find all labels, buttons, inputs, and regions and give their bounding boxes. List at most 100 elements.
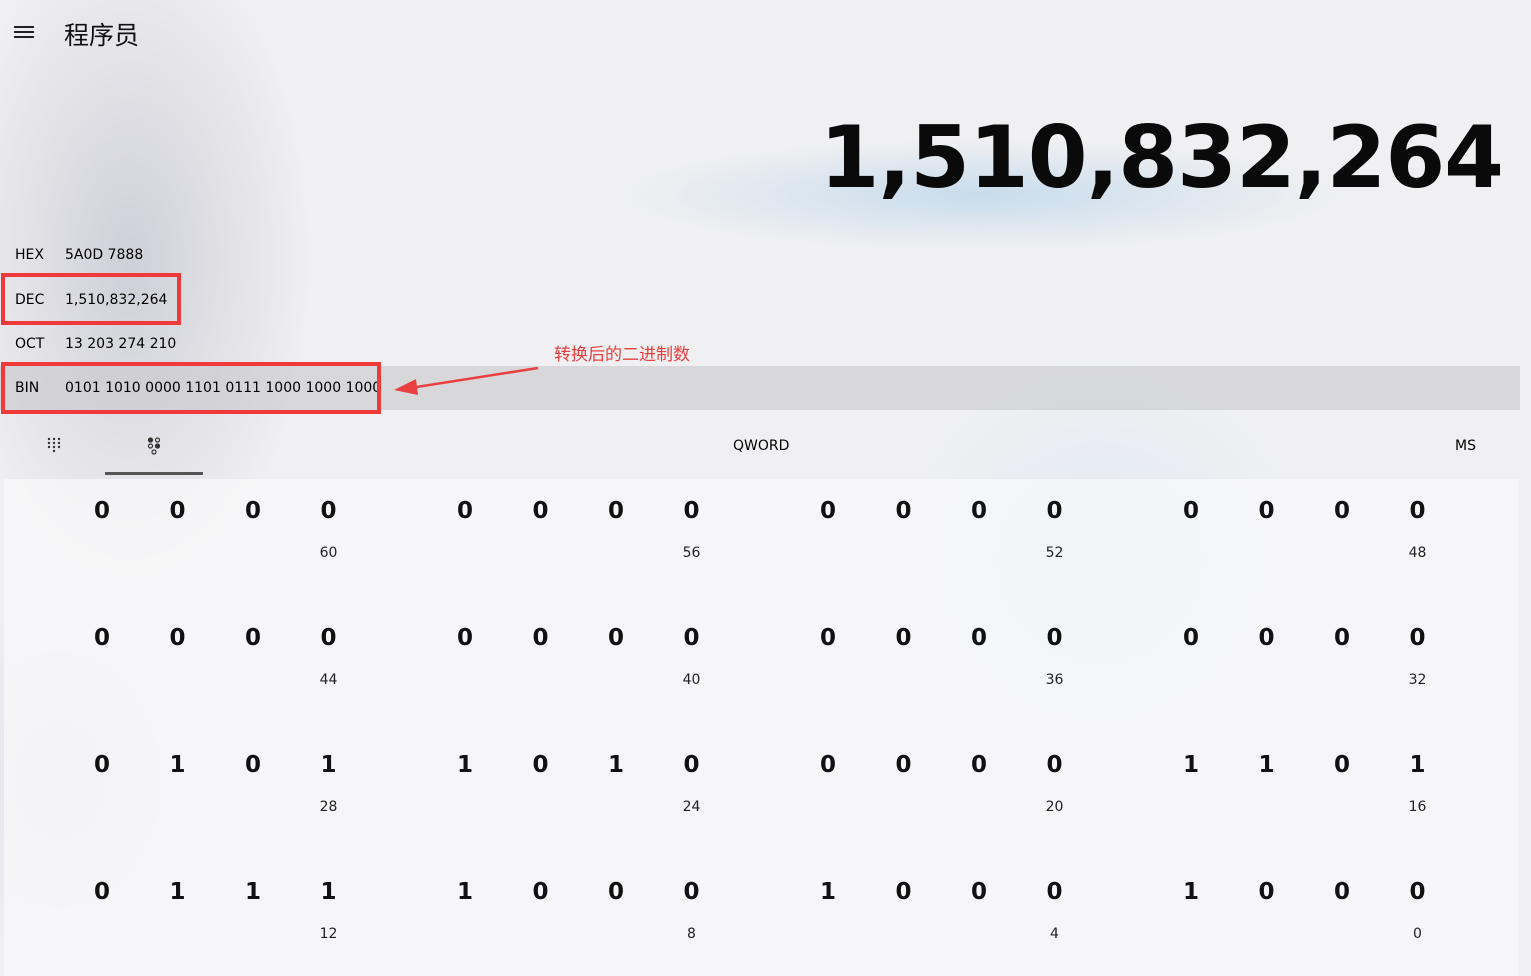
bit-keypad [4, 479, 1518, 976]
bit-toggle-button[interactable]: 1 [169, 752, 186, 778]
bit-position-label: 16 [1408, 799, 1427, 815]
bit-position-label: 32 [1408, 672, 1427, 688]
bit-toggle-button[interactable]: 0 [607, 498, 624, 524]
annotation-arrow [394, 366, 539, 395]
bit-toggle-button[interactable]: 0 [895, 752, 912, 778]
bit-toggle-button[interactable]: 0 [970, 498, 987, 524]
bit-toggle-button[interactable]: 0 [1333, 498, 1350, 524]
bit-toggle-button[interactable]: 0 [1046, 879, 1063, 905]
bit-toggle-button[interactable]: 0 [683, 498, 700, 524]
bit-toggle-button[interactable]: 1 [1409, 752, 1426, 778]
bit-toggle-button[interactable]: 0 [819, 498, 836, 524]
bit-toggle-button[interactable]: 0 [93, 625, 110, 651]
bit-toggle-button[interactable]: 0 [93, 498, 110, 524]
radix-value: 13 203 274 210 [65, 336, 177, 352]
annotation-text: 转换后的二进制数 [554, 345, 690, 365]
bit-toggle-button[interactable]: 0 [683, 752, 700, 778]
bit-toggle-button[interactable]: 0 [970, 879, 987, 905]
bit-toggle-button[interactable]: 0 [1046, 752, 1063, 778]
bit-toggle-button[interactable]: 0 [532, 879, 549, 905]
bit-toggle-button[interactable]: 0 [532, 752, 549, 778]
bit-toggle-button[interactable]: 0 [819, 625, 836, 651]
bit-toggle-button[interactable]: 0 [607, 879, 624, 905]
full-keypad-icon[interactable] [40, 432, 68, 460]
bit-toggle-button[interactable]: 0 [1409, 498, 1426, 524]
bit-toggle-button[interactable]: 0 [607, 625, 624, 651]
hamburger-icon[interactable] [14, 24, 38, 40]
bit-toggle-button[interactable]: 0 [532, 498, 549, 524]
bit-toggle-button[interactable]: 1 [1182, 879, 1199, 905]
bit-toggle-button[interactable]: 0 [320, 625, 337, 651]
bit-toggle-button[interactable]: 0 [1333, 625, 1350, 651]
bit-toggle-button[interactable]: 0 [683, 879, 700, 905]
bit-position-label: 60 [319, 545, 338, 561]
radix-row-oct[interactable]: OCT 13 203 274 210 [0, 322, 1520, 366]
radix-name: DEC [15, 292, 45, 308]
bit-toggle-button[interactable]: 1 [244, 879, 261, 905]
bit-position-label: 8 [687, 926, 696, 942]
page-title: 程序员 [64, 21, 140, 50]
bit-toggle-button[interactable]: 0 [1182, 498, 1199, 524]
bit-toggle-button[interactable]: 0 [895, 625, 912, 651]
bit-toggling-keypad-icon[interactable] [140, 432, 168, 460]
bit-position-label: 24 [682, 799, 701, 815]
memory-store-button[interactable]: MS [1455, 438, 1476, 454]
bit-position-label: 12 [319, 926, 338, 942]
radix-value: 5A0D 7888 [65, 247, 144, 263]
bit-toggle-button[interactable]: 1 [1182, 752, 1199, 778]
bit-toggle-button[interactable]: 1 [320, 752, 337, 778]
bit-toggle-button[interactable]: 0 [895, 498, 912, 524]
radix-name: HEX [15, 247, 44, 263]
bit-toggle-button[interactable]: 0 [456, 625, 473, 651]
bit-toggle-button[interactable]: 0 [1409, 625, 1426, 651]
bit-toggle-button[interactable]: 0 [1258, 625, 1275, 651]
radix-name: BIN [15, 380, 40, 396]
bit-toggle-button[interactable]: 1 [320, 879, 337, 905]
bit-toggle-button[interactable]: 0 [1333, 879, 1350, 905]
bit-toggle-button[interactable]: 0 [1258, 879, 1275, 905]
bit-toggle-button[interactable]: 0 [970, 752, 987, 778]
bit-toggle-button[interactable]: 1 [1258, 752, 1275, 778]
result-display: 1,510,832,264 [819, 108, 1504, 208]
bit-toggle-button[interactable]: 0 [93, 879, 110, 905]
active-tab-indicator [105, 472, 203, 475]
bit-toggle-button[interactable]: 0 [1046, 498, 1063, 524]
bit-toggle-button[interactable]: 1 [169, 879, 186, 905]
bit-toggle-button[interactable]: 0 [244, 752, 261, 778]
bit-position-label: 48 [1408, 545, 1427, 561]
bit-toggle-button[interactable]: 0 [169, 625, 186, 651]
radix-row-dec[interactable]: DEC 1,510,832,264 [0, 278, 1520, 322]
bit-toggle-button[interactable]: 0 [532, 625, 549, 651]
bit-toggle-button[interactable]: 0 [895, 879, 912, 905]
bit-position-label: 28 [319, 799, 338, 815]
bit-toggle-button[interactable]: 0 [1182, 625, 1199, 651]
bit-toggle-button[interactable]: 1 [456, 752, 473, 778]
bit-toggle-button[interactable]: 0 [244, 498, 261, 524]
bit-position-label: 56 [682, 545, 701, 561]
bit-toggle-button[interactable]: 0 [93, 752, 110, 778]
bit-position-label: 40 [682, 672, 701, 688]
bit-toggle-button[interactable]: 0 [1046, 625, 1063, 651]
bit-position-label: 0 [1413, 926, 1422, 942]
bit-toggle-button[interactable]: 0 [1258, 498, 1275, 524]
radix-value: 0101 1010 0000 1101 0111 1000 1000 1000 [65, 380, 382, 396]
bit-toggle-button[interactable]: 0 [683, 625, 700, 651]
bit-position-label: 44 [319, 672, 338, 688]
radix-row-hex[interactable]: HEX 5A0D 7888 [0, 233, 1520, 277]
bit-toggle-button[interactable]: 0 [244, 625, 261, 651]
word-size-button[interactable]: QWORD [733, 438, 790, 454]
bit-position-label: 36 [1045, 672, 1064, 688]
bit-toggle-button[interactable]: 1 [607, 752, 624, 778]
bit-toggle-button[interactable]: 1 [819, 879, 836, 905]
radix-value: 1,510,832,264 [65, 292, 168, 308]
bit-toggle-button[interactable]: 0 [1333, 752, 1350, 778]
bit-toggle-button[interactable]: 0 [320, 498, 337, 524]
bit-toggle-button[interactable]: 0 [1409, 879, 1426, 905]
bit-toggle-button[interactable]: 0 [169, 498, 186, 524]
bit-toggle-button[interactable]: 1 [456, 879, 473, 905]
radix-name: OCT [15, 336, 45, 352]
bit-toggle-button[interactable]: 0 [970, 625, 987, 651]
bit-toggle-button[interactable]: 0 [819, 752, 836, 778]
bit-toggle-button[interactable]: 0 [456, 498, 473, 524]
radix-row-bin[interactable]: BIN 0101 1010 0000 1101 0111 1000 1000 1… [0, 366, 1520, 410]
